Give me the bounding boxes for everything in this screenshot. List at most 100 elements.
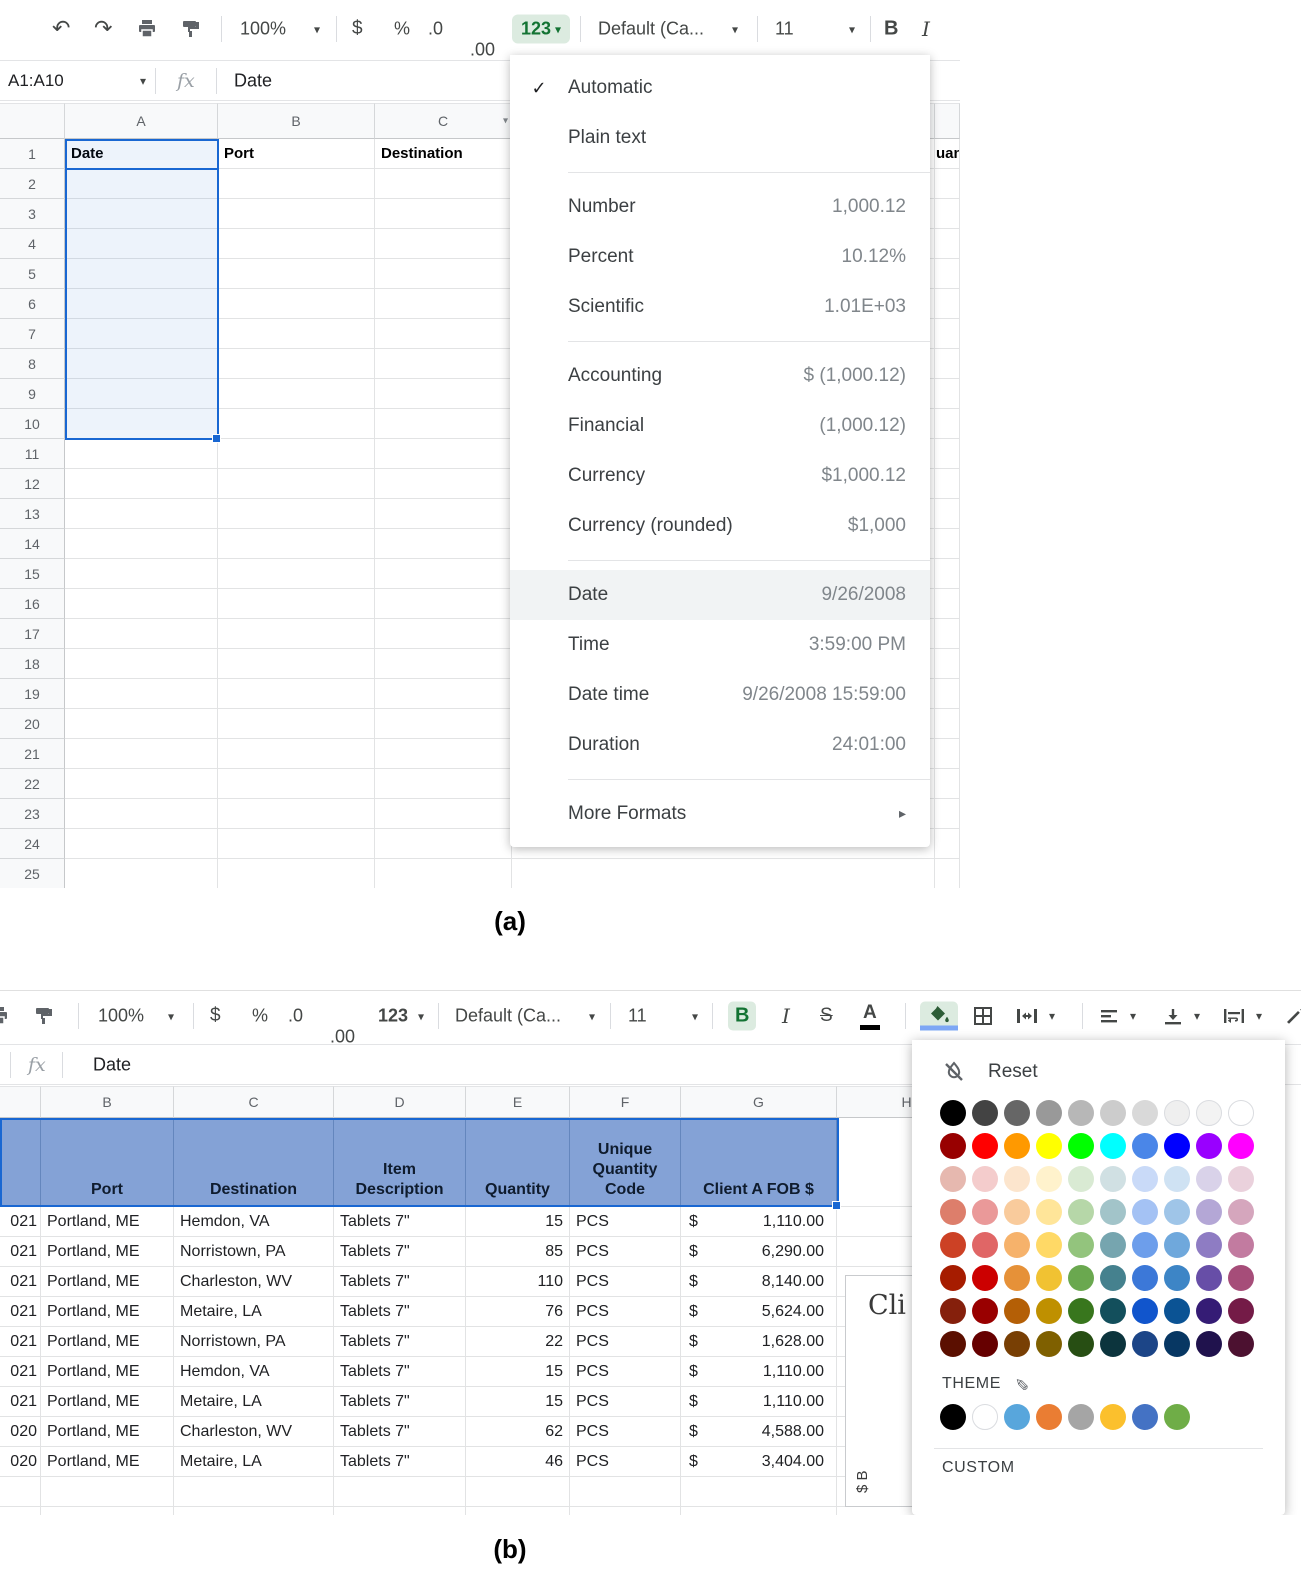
color-swatch[interactable] — [1036, 1265, 1062, 1291]
color-swatch[interactable] — [1100, 1331, 1126, 1357]
cell[interactable] — [375, 199, 512, 229]
menu-item-financial[interactable]: Financial (1,000.12) — [510, 401, 930, 451]
cell[interactable] — [334, 1507, 466, 1515]
cell[interactable] — [218, 529, 375, 559]
more-formats-button[interactable]: 123 ▾ — [378, 1005, 425, 1026]
row-header[interactable]: 3 — [0, 199, 65, 229]
cell[interactable] — [935, 859, 960, 888]
cell[interactable] — [65, 799, 218, 829]
cell[interactable]: $3,404.00 — [681, 1447, 837, 1477]
cell[interactable]: Tablets 7" — [334, 1447, 466, 1477]
color-swatch[interactable] — [1164, 1199, 1190, 1225]
cell[interactable] — [935, 679, 960, 709]
row-header[interactable]: 11 — [0, 439, 65, 469]
cell[interactable] — [218, 319, 375, 349]
cell[interactable] — [0, 1477, 41, 1507]
cell[interactable]: 62 — [466, 1417, 570, 1447]
color-swatch[interactable] — [1132, 1298, 1158, 1324]
cell[interactable] — [375, 499, 512, 529]
cell[interactable]: Hemdon, VA — [174, 1207, 334, 1237]
column-header[interactable]: C — [174, 1086, 334, 1118]
strikethrough-button[interactable]: S — [820, 1005, 833, 1026]
cell[interactable]: $1,110.00 — [681, 1207, 837, 1237]
color-swatch[interactable] — [940, 1298, 966, 1324]
color-swatch[interactable] — [1196, 1133, 1222, 1159]
cell[interactable] — [375, 589, 512, 619]
row-header[interactable]: 9 — [0, 379, 65, 409]
cell[interactable]: Tablets 7" — [334, 1327, 466, 1357]
cell[interactable] — [375, 829, 512, 859]
cell[interactable] — [375, 319, 512, 349]
increase-decimals-button[interactable]: .00→ — [470, 39, 496, 60]
cell[interactable]: 021 — [0, 1237, 41, 1267]
cell[interactable]: $5,624.00 — [681, 1297, 837, 1327]
cell[interactable] — [375, 529, 512, 559]
cell[interactable]: Portland, ME — [41, 1417, 174, 1447]
cell[interactable] — [935, 169, 960, 199]
color-swatch[interactable] — [1004, 1265, 1030, 1291]
cell[interactable]: 020 — [0, 1417, 41, 1447]
cell[interactable] — [218, 799, 375, 829]
theme-color-swatch[interactable] — [1004, 1404, 1030, 1430]
color-swatch[interactable] — [1228, 1199, 1254, 1225]
italic-button[interactable]: I — [922, 17, 930, 41]
color-swatch[interactable] — [1196, 1100, 1222, 1126]
cell[interactable]: Portland, ME — [41, 1207, 174, 1237]
color-swatch[interactable] — [1132, 1265, 1158, 1291]
menu-item-percent[interactable]: Percent 10.12% — [510, 232, 930, 282]
cell[interactable] — [375, 289, 512, 319]
cell[interactable] — [218, 679, 375, 709]
cell[interactable] — [65, 679, 218, 709]
theme-color-swatch[interactable] — [1132, 1404, 1158, 1430]
color-swatch[interactable] — [940, 1133, 966, 1159]
color-swatch[interactable] — [1036, 1298, 1062, 1324]
row-header[interactable]: 6 — [0, 289, 65, 319]
cell[interactable]: PCS — [570, 1417, 681, 1447]
cell[interactable] — [218, 289, 375, 319]
cell[interactable]: Tablets 7" — [334, 1267, 466, 1297]
cell[interactable] — [935, 559, 960, 589]
cell[interactable] — [935, 289, 960, 319]
cell[interactable] — [466, 1477, 570, 1507]
row-header[interactable]: 12 — [0, 469, 65, 499]
cell[interactable] — [935, 349, 960, 379]
cell[interactable]: Charleston, WV — [174, 1267, 334, 1297]
cell[interactable] — [375, 769, 512, 799]
cell[interactable] — [375, 229, 512, 259]
row-header[interactable]: 2 — [0, 169, 65, 199]
color-swatch[interactable] — [1004, 1199, 1030, 1225]
color-swatch[interactable] — [1036, 1133, 1062, 1159]
cell[interactable]: Tablets 7" — [334, 1387, 466, 1417]
column-menu-arrow-icon[interactable]: ▾ — [502, 115, 508, 127]
cell[interactable] — [41, 1507, 174, 1515]
cell[interactable] — [935, 439, 960, 469]
color-swatch[interactable] — [1164, 1298, 1190, 1324]
cell[interactable] — [65, 769, 218, 799]
table-header-cell[interactable]: Port — [41, 1118, 174, 1207]
color-swatch[interactable] — [1068, 1199, 1094, 1225]
cell[interactable] — [375, 709, 512, 739]
color-swatch[interactable] — [1228, 1166, 1254, 1192]
color-swatch[interactable] — [1100, 1133, 1126, 1159]
cell[interactable]: 021 — [0, 1357, 41, 1387]
cell[interactable]: Tablets 7" — [334, 1297, 466, 1327]
cell[interactable]: PCS — [570, 1267, 681, 1297]
color-swatch[interactable] — [1100, 1199, 1126, 1225]
cell[interactable] — [218, 469, 375, 499]
cell[interactable]: Charleston, WV — [174, 1417, 334, 1447]
color-swatch[interactable] — [1036, 1331, 1062, 1357]
color-swatch[interactable] — [1164, 1166, 1190, 1192]
color-swatch[interactable] — [1132, 1331, 1158, 1357]
row-header[interactable]: 21 — [0, 739, 65, 769]
color-swatch[interactable] — [1228, 1100, 1254, 1126]
color-swatch[interactable] — [1100, 1232, 1126, 1258]
row-header[interactable]: 15 — [0, 559, 65, 589]
cell[interactable] — [218, 409, 375, 439]
color-swatch[interactable] — [1100, 1298, 1126, 1324]
print-button[interactable] — [136, 18, 158, 40]
color-swatch[interactable] — [1132, 1232, 1158, 1258]
color-swatch[interactable] — [1228, 1265, 1254, 1291]
cell[interactable]: uan — [935, 139, 960, 169]
color-swatch[interactable] — [1164, 1331, 1190, 1357]
cell[interactable] — [218, 769, 375, 799]
